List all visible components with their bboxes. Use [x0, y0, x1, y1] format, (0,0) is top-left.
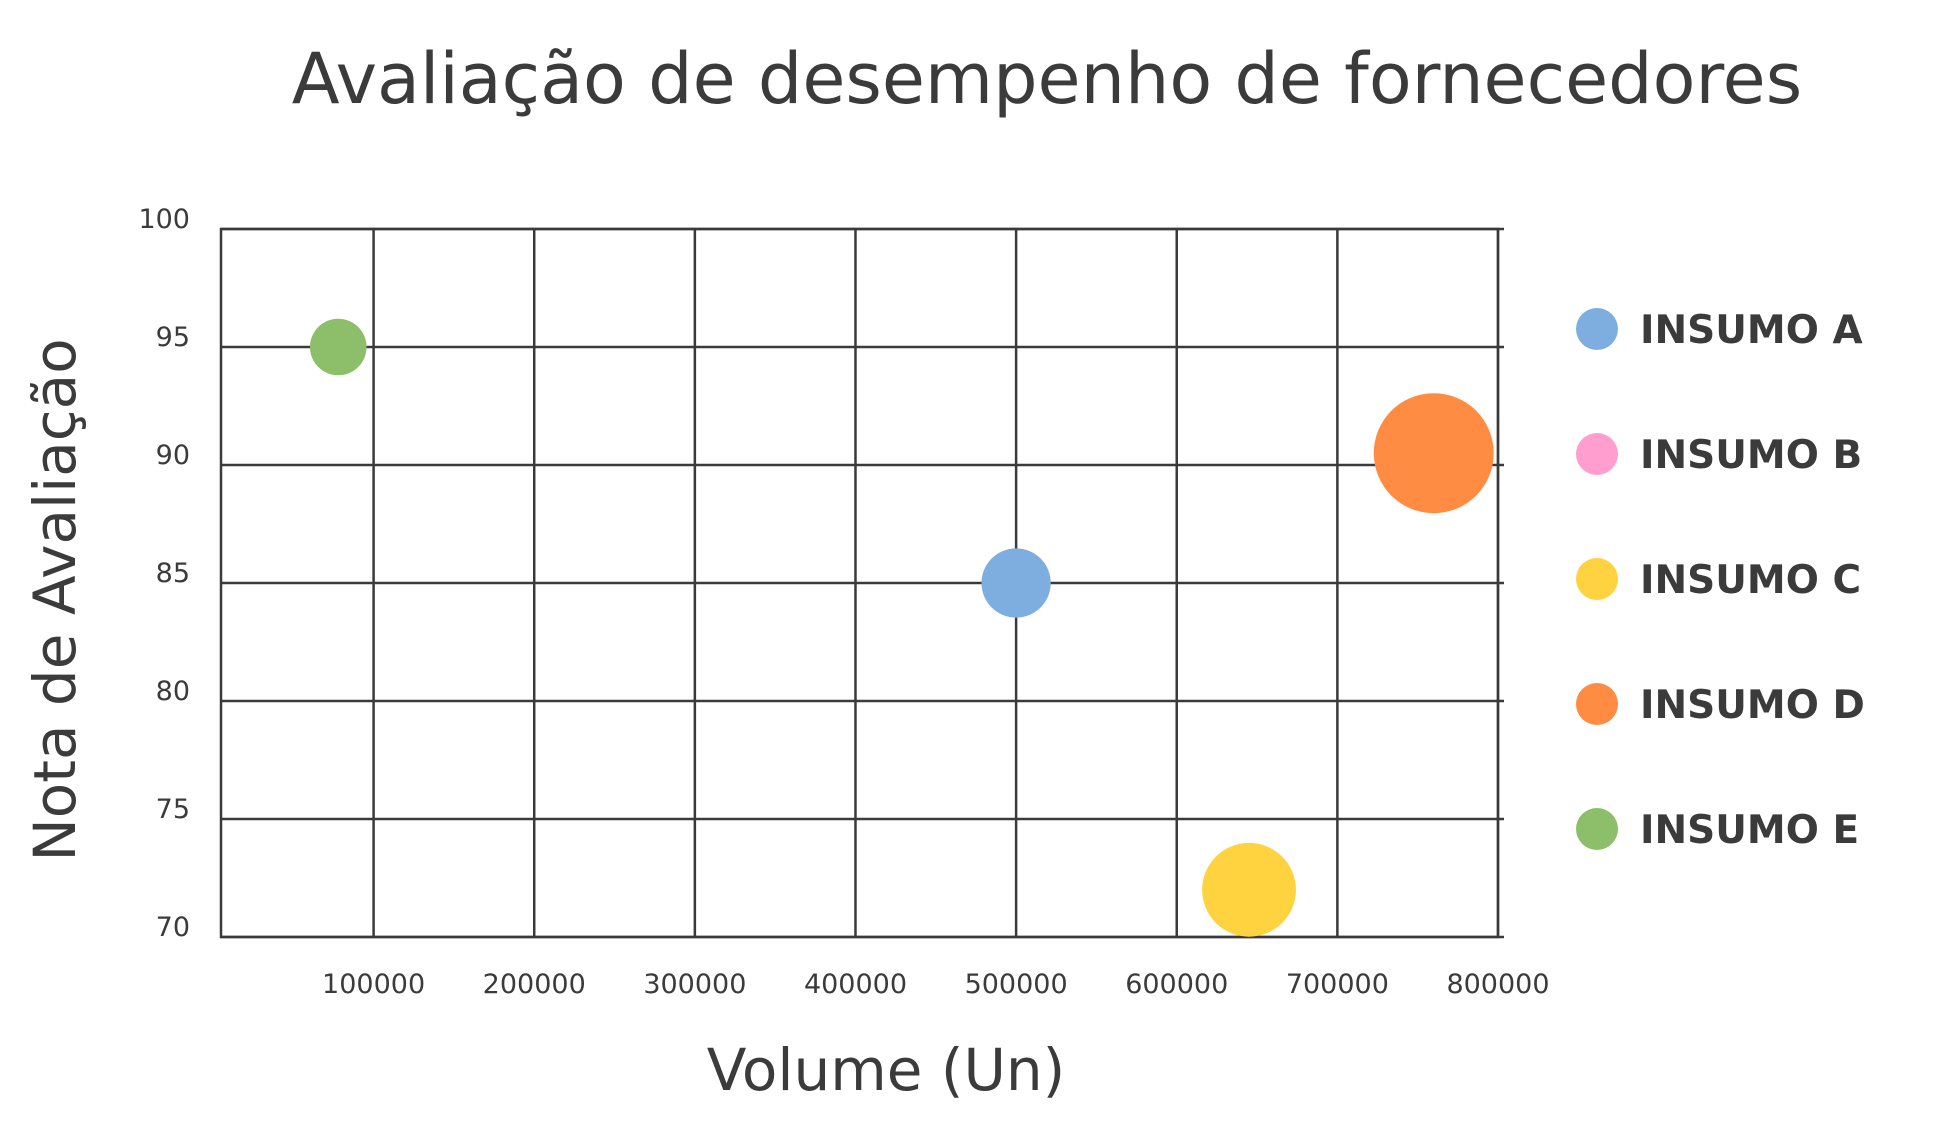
legend-label: INSUMO A [1640, 308, 1863, 353]
bubble-insumo-a [981, 548, 1051, 618]
y-tick-label: 70 [156, 912, 190, 943]
y-tick-label: 75 [156, 794, 190, 825]
y-tick-label: 100 [138, 204, 190, 235]
legend-label: INSUMO B [1640, 433, 1862, 478]
y-tick-label: 85 [156, 558, 190, 589]
x-tick-label: 700000 [1286, 969, 1389, 1000]
legend-marker [1576, 433, 1618, 475]
legend-marker [1576, 683, 1618, 725]
y-axis-ticks: 70 75 80 85 90 95 100 [138, 204, 190, 943]
x-tick-label: 200000 [483, 969, 586, 1000]
x-tick-label: 300000 [643, 969, 746, 1000]
chart-title: Avaliação de desempenho de fornecedores [292, 38, 1802, 120]
bubble-insumo-d [1373, 393, 1494, 514]
x-tick-label: 500000 [965, 969, 1068, 1000]
bubble-insumo-e [309, 318, 367, 376]
legend-marker [1576, 308, 1618, 350]
bubble-insumo-c [1202, 842, 1296, 937]
legend-marker [1576, 808, 1618, 850]
plot-grid [221, 227, 1504, 939]
x-tick-label: 600000 [1125, 969, 1228, 1000]
legend-label: INSUMO C [1640, 558, 1861, 603]
y-tick-label: 95 [156, 322, 190, 353]
x-tick-label: 400000 [804, 969, 907, 1000]
x-tick-label: 800000 [1446, 969, 1549, 1000]
legend-label: INSUMO D [1640, 683, 1865, 728]
plot-frame [219, 227, 1500, 939]
x-axis-ticks: 100000 200000 300000 400000 500000 600000 7000… [322, 969, 1549, 1000]
x-tick-label: 100000 [322, 969, 425, 1000]
y-axis-title: Nota de Avaliação [21, 338, 89, 861]
bubble-layer [309, 318, 1494, 937]
legend-marker [1576, 558, 1618, 600]
legend-label: INSUMO E [1640, 808, 1859, 853]
legend: INSUMO A INSUMO B INSUMO C INSUMO D INSUMO E [1576, 308, 1865, 853]
x-axis-title: Volume (Un) [707, 1036, 1066, 1104]
y-tick-label: 80 [156, 676, 190, 707]
y-tick-label: 90 [156, 440, 190, 471]
